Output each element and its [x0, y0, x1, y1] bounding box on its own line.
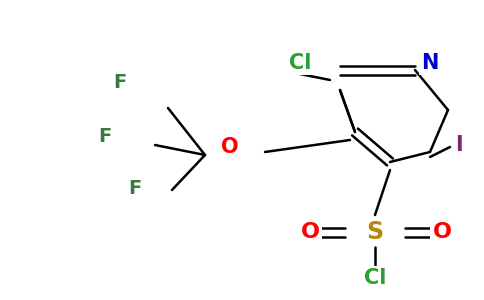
Text: O: O	[301, 222, 319, 242]
Text: N: N	[421, 53, 439, 73]
Text: F: F	[113, 73, 127, 92]
Text: Cl: Cl	[289, 53, 311, 73]
Text: O: O	[221, 137, 239, 157]
Text: S: S	[366, 220, 383, 244]
Text: F: F	[98, 128, 112, 146]
Text: Cl: Cl	[364, 268, 386, 288]
Text: O: O	[433, 222, 452, 242]
Text: I: I	[455, 135, 463, 155]
Text: F: F	[128, 178, 142, 197]
